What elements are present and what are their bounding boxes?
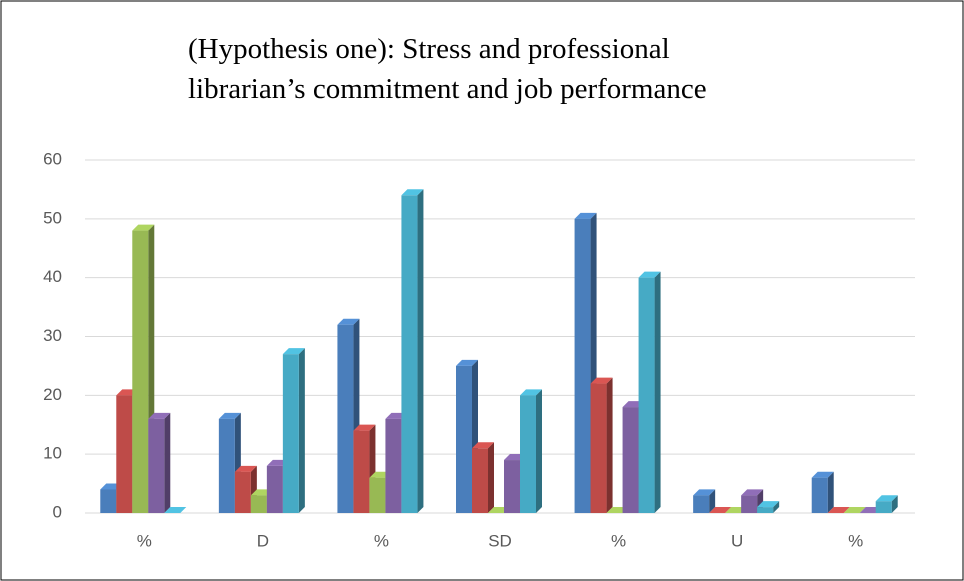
bar-top [741,489,764,496]
bar-front [456,365,472,513]
x-tick-label: % [137,531,152,550]
bar [401,189,424,514]
bar-side [164,412,171,513]
bar [520,389,542,513]
bar-front [353,430,370,513]
y-tick-label: 40 [43,267,62,286]
bar-side [536,389,542,513]
bar-side [709,489,716,513]
x-tick-label: % [374,531,389,550]
bar-top [827,507,850,513]
bar-top [401,189,424,196]
bar-top [164,507,187,513]
bar-front [337,324,354,513]
bar-front [116,395,133,513]
bar-top [456,359,478,366]
chart-title: (Hypothesis one): Stress and professiona… [188,33,670,65]
y-tick-label: 50 [43,208,62,227]
bar-front [875,501,892,513]
bar-front [741,495,758,513]
bar [234,465,257,513]
bar-top [574,212,597,219]
bar-top [590,377,613,384]
bar-top [811,471,834,478]
bar-front [401,195,418,514]
bar-top [148,412,171,419]
bar-top [218,412,241,419]
bar-side [891,495,898,513]
bar-front [472,448,488,513]
bar-top [132,224,155,231]
bar-front [282,354,299,513]
bar-front [266,465,283,513]
bar-top [875,495,898,502]
y-tick-label: 60 [43,149,62,168]
x-tick-label: % [848,531,863,550]
x-tick-label: % [611,531,626,550]
bar-front [622,407,639,513]
bar [875,495,898,513]
bar-top [472,442,494,449]
bar [472,442,494,513]
bar-front [811,477,828,513]
bar [693,489,716,513]
bar [590,377,613,513]
bar-top [282,348,305,355]
bar-front [574,218,591,514]
bar-side [606,377,613,513]
bar-side [773,501,780,513]
bar [148,412,171,513]
bar-front [504,460,520,513]
x-tick-label: U [731,531,743,550]
bar-front [385,418,402,513]
bar-front [148,418,165,513]
y-tick-label: 10 [43,444,62,463]
y-tick-label: 20 [43,385,62,404]
bar-top [693,489,716,496]
bar-top [353,424,376,431]
bar [709,507,732,513]
bar-top [520,389,542,396]
bar-front [693,495,710,513]
bar-front [520,395,536,513]
bar-front [250,495,267,513]
bar-side [488,442,494,513]
bar-top [709,507,732,513]
bar-front [132,230,149,513]
y-tick-label: 30 [43,326,62,345]
bar [827,507,850,513]
x-tick-label: D [257,531,269,550]
bar [757,501,780,513]
bar-front [234,471,251,513]
bar [811,471,834,513]
bar-side [654,271,661,513]
bar-front [369,477,386,513]
chart-title: librarian’s commitment and job performan… [188,73,707,105]
y-tick-label: 0 [53,502,62,521]
bar-front [590,383,607,513]
bar-front [218,418,235,513]
bar [164,507,187,513]
bar-top [757,501,780,508]
bar-side [298,348,305,513]
bar-front [757,507,774,513]
bar-front [100,489,117,513]
bar-side [827,471,834,513]
x-tick-label: SD [488,531,512,550]
bar [282,348,305,513]
bar-top [337,318,360,325]
bar-top [638,271,661,278]
bar-side [417,189,424,514]
bar-top [843,507,866,513]
bar-front [638,277,655,513]
bar [638,271,661,513]
bar-top [234,465,257,472]
bar [843,507,866,513]
